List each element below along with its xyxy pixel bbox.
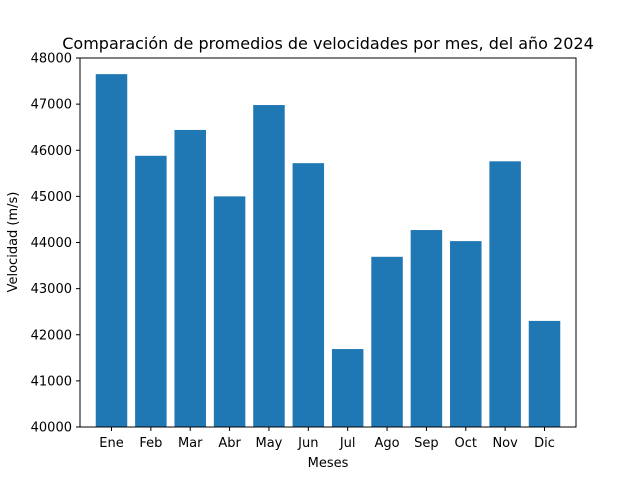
y-tick-label: 44000 <box>31 236 72 251</box>
bar-feb <box>135 155 167 428</box>
x-tick-label: May <box>256 436 283 451</box>
y-tick-label: 46000 <box>31 144 72 159</box>
bar-ago <box>371 256 403 427</box>
bar-jun <box>292 163 325 428</box>
y-ticks-group: 40000 41000 42000 43000 44000 45000 46000 47000… <box>31 52 80 436</box>
y-tick-label: 45000 <box>31 190 72 205</box>
bar-oct <box>450 241 482 427</box>
bar-may <box>253 105 285 428</box>
chart-title: Comparación de promedios de velocidades … <box>62 34 594 53</box>
bar-abr <box>213 196 246 428</box>
bar-jul <box>331 349 364 427</box>
x-tick-label: Jul <box>339 436 356 451</box>
x-tick-label: Sep <box>414 436 439 451</box>
bar-ene <box>95 74 128 427</box>
x-tick-label: Dic <box>534 436 555 451</box>
bar-mar <box>174 129 206 427</box>
y-tick-label: 41000 <box>31 374 72 389</box>
y-tick-label: 42000 <box>31 328 72 343</box>
x-tick-label: Nov <box>492 436 518 451</box>
x-tick-label: Oct <box>455 436 477 451</box>
x-axis-label: Meses <box>308 456 349 471</box>
x-ticks-group: Ene Feb Mar Abr May Jun Jul Ago Sep Oct Nov Dic <box>99 427 555 451</box>
bar-sep <box>410 230 443 427</box>
y-tick-label: 48000 <box>31 52 72 67</box>
bars-group <box>95 74 561 428</box>
y-tick-label: 40000 <box>31 421 72 436</box>
bar-nov <box>489 161 521 427</box>
y-tick-label: 47000 <box>31 98 72 113</box>
x-tick-label: Jun <box>297 436 318 451</box>
x-tick-label: Feb <box>139 436 162 451</box>
bar-dic <box>528 320 561 427</box>
y-axis-label: Velocidad (m/s) <box>6 192 21 293</box>
x-tick-label: Ene <box>99 436 123 451</box>
x-tick-label: Ago <box>374 436 399 451</box>
plot-frame <box>79 57 577 428</box>
x-tick-label: Abr <box>218 436 241 451</box>
x-tick-label: Mar <box>178 436 203 451</box>
y-tick-label: 43000 <box>31 282 72 297</box>
